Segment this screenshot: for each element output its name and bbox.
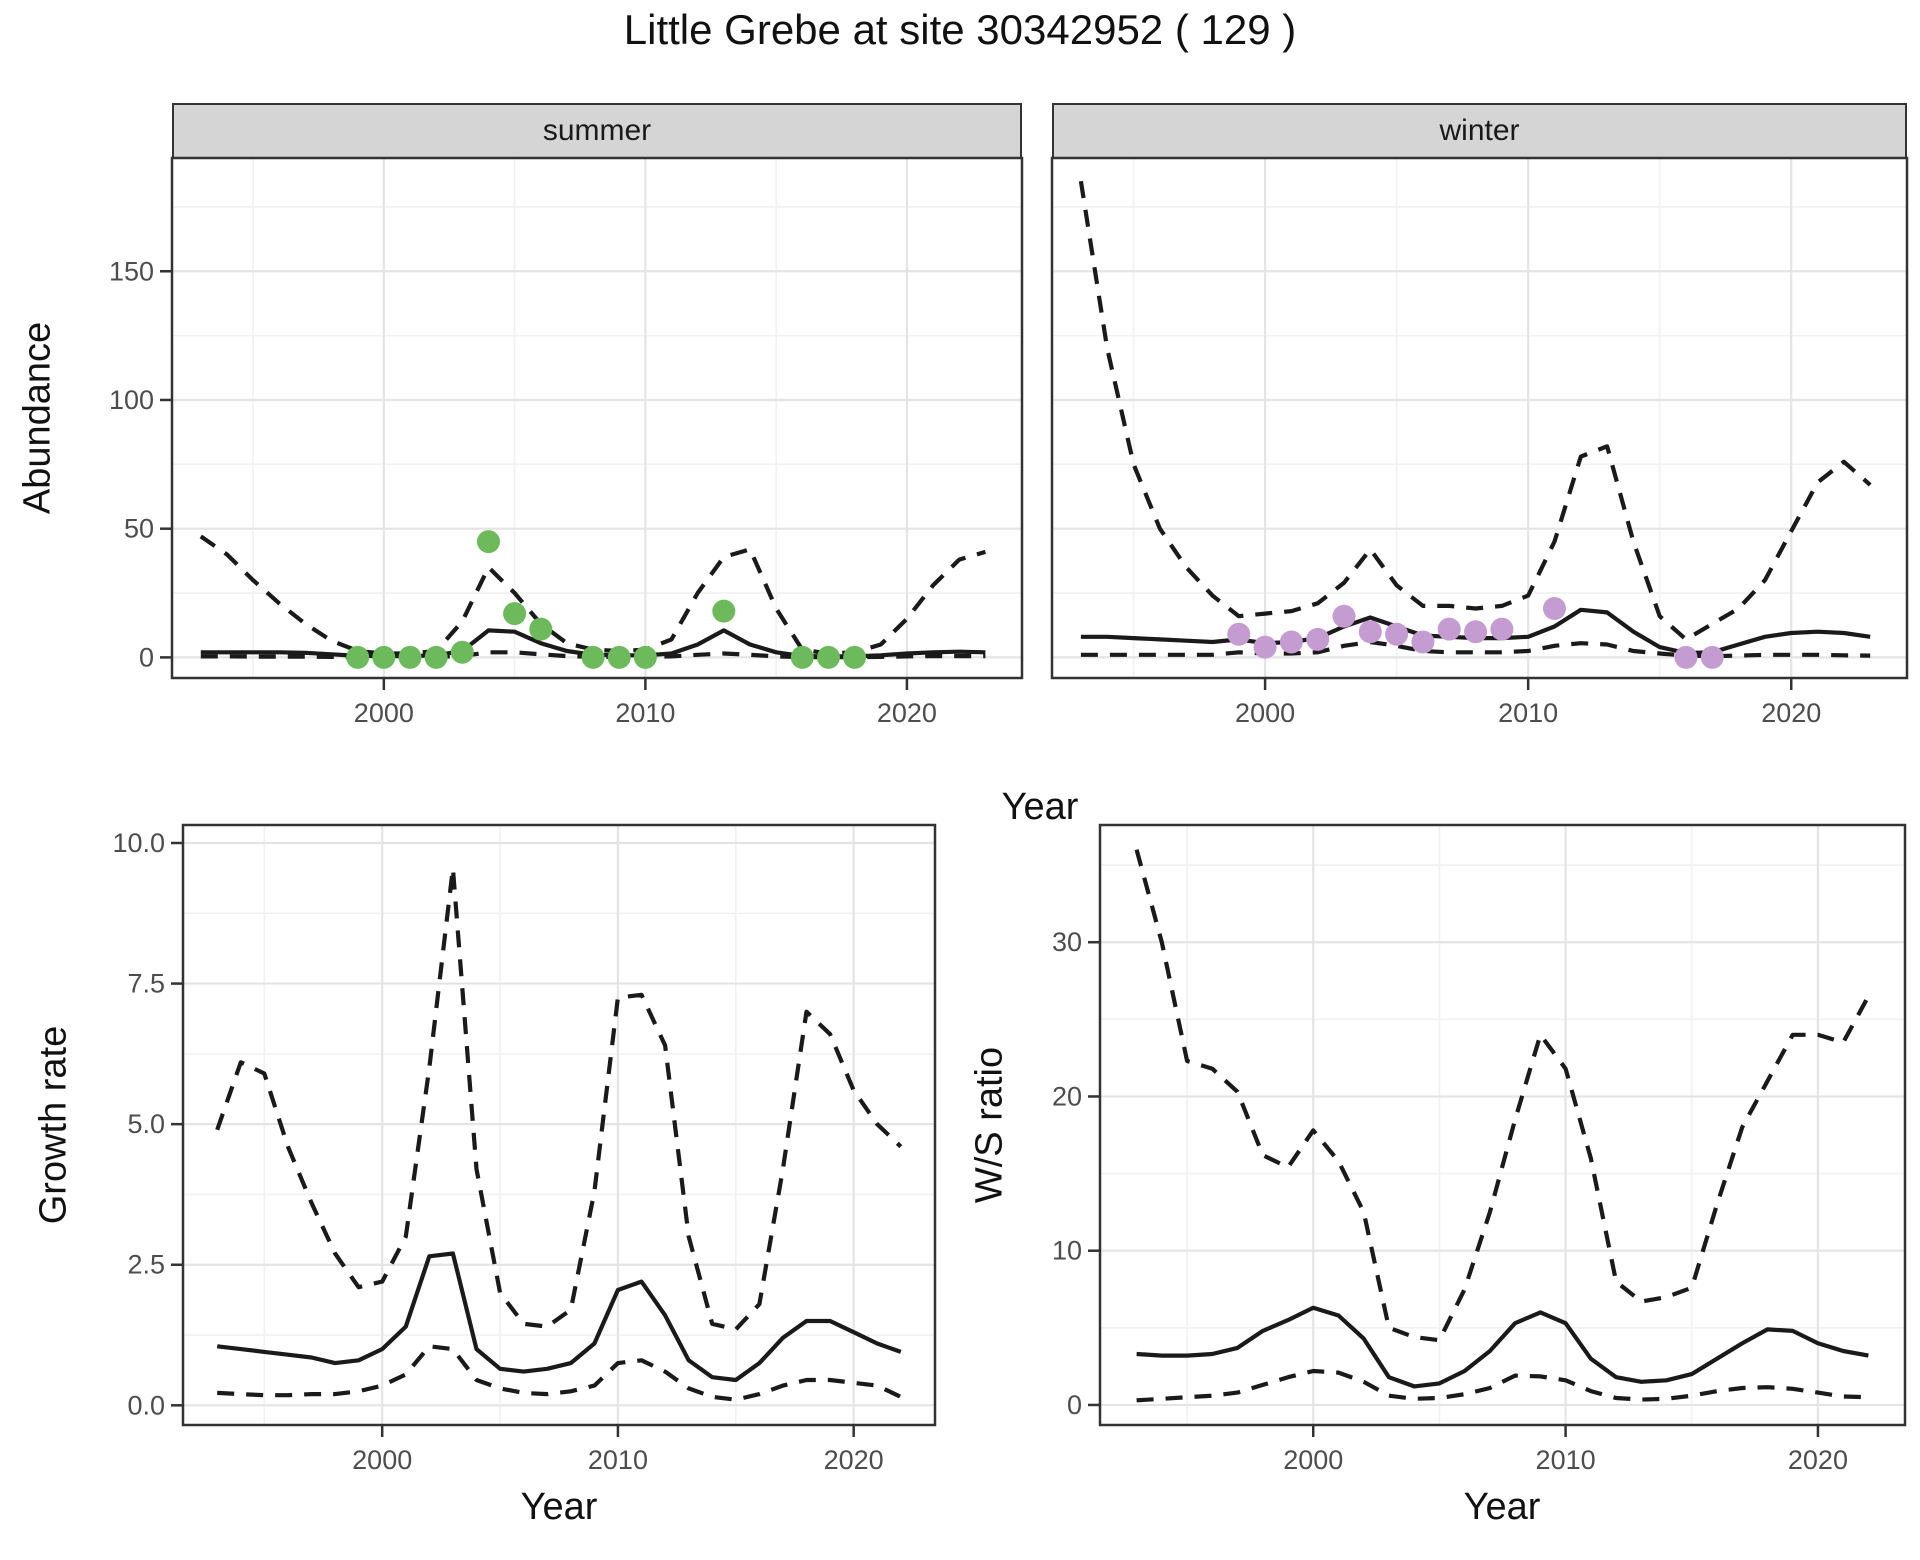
data-point bbox=[1437, 617, 1461, 641]
x-tick-label: 2010 bbox=[1498, 698, 1558, 728]
data-point bbox=[1279, 630, 1303, 654]
top-year-axis-label: Year bbox=[1001, 786, 1079, 828]
data-point bbox=[1332, 604, 1356, 628]
facet-strip-summer: summer bbox=[172, 103, 1022, 159]
x-tick-label: 2010 bbox=[615, 698, 675, 728]
abundance-axis-label: Abundance bbox=[16, 321, 59, 515]
y-tick-label: 10 bbox=[1052, 1236, 1082, 1266]
data-point bbox=[1700, 645, 1724, 669]
facet-strip-winter-label: winter bbox=[1439, 114, 1520, 147]
data-point bbox=[712, 599, 736, 623]
y-tick-label: 0 bbox=[139, 642, 154, 672]
x-tick-label: 2010 bbox=[1536, 1445, 1596, 1475]
series-lower_95ci bbox=[1080, 639, 1871, 659]
ws-year-axis-label: Year bbox=[1463, 1486, 1541, 1528]
series-median bbox=[1136, 1305, 1869, 1389]
series-upper_95ci bbox=[1134, 849, 1871, 1343]
panel-background bbox=[1100, 825, 1905, 1425]
panel-border bbox=[1098, 823, 1907, 1427]
data-point bbox=[1543, 597, 1566, 620]
series-upper_95ci bbox=[1078, 180, 1872, 642]
panel-border bbox=[1050, 156, 1909, 680]
data-point bbox=[450, 640, 474, 664]
panel-background bbox=[172, 158, 1022, 678]
y-tick-label: 30 bbox=[1052, 927, 1082, 957]
data-point bbox=[1227, 622, 1251, 646]
data-point bbox=[477, 530, 500, 554]
x-tick-label: 2020 bbox=[1788, 1445, 1848, 1475]
data-point bbox=[817, 645, 840, 669]
data-point bbox=[346, 645, 370, 669]
data-point bbox=[372, 645, 396, 669]
panel-abundance-winter: 2000 2010 2020 bbox=[1050, 156, 1909, 728]
data-point bbox=[424, 645, 448, 669]
data-point bbox=[529, 617, 553, 641]
data-point bbox=[1411, 630, 1435, 654]
y-tick-label: 10.0 bbox=[112, 828, 165, 858]
series-median bbox=[216, 1251, 902, 1383]
series-upper_95ci bbox=[215, 866, 903, 1332]
y-tick-label: 150 bbox=[109, 256, 154, 286]
y-tick-label: 5.0 bbox=[127, 1109, 165, 1139]
series-lower_95ci bbox=[1136, 1368, 1869, 1403]
y-tick-label: 2.5 bbox=[127, 1250, 165, 1280]
y-tick-label: 20 bbox=[1052, 1081, 1082, 1111]
y-tick-label: 0.0 bbox=[127, 1390, 165, 1420]
y-tick-label: 7.5 bbox=[127, 969, 165, 999]
growth-year-axis-label: Year bbox=[520, 1486, 598, 1528]
x-tick-label: 2000 bbox=[1283, 1445, 1343, 1475]
panel-growth-rate: 2000 2010 2020 0.0 2.5 5.0 7.5 10.0 bbox=[112, 823, 937, 1475]
y-tick-label: 0 bbox=[1067, 1390, 1082, 1420]
x-tick-label: 2020 bbox=[1761, 698, 1821, 728]
data-point bbox=[1358, 620, 1382, 644]
data-point bbox=[843, 645, 867, 669]
data-point bbox=[1490, 617, 1514, 641]
data-point bbox=[581, 645, 605, 669]
plot-title: Little Grebe at site 30342952 ( 129 ) bbox=[623, 6, 1297, 53]
data-point bbox=[633, 645, 657, 669]
data-point bbox=[790, 645, 814, 669]
x-tick-label: 2000 bbox=[354, 698, 414, 728]
x-tick-label: 2020 bbox=[877, 698, 937, 728]
panel-ws-ratio: 2000 2010 2020 0 10 20 30 bbox=[1052, 823, 1907, 1475]
data-point bbox=[607, 645, 631, 669]
facet-strip-summer-label: summer bbox=[542, 114, 652, 147]
x-tick-label: 2000 bbox=[1235, 698, 1295, 728]
x-tick-label: 2020 bbox=[824, 1445, 884, 1475]
data-point bbox=[398, 645, 422, 669]
y-tick-label: 50 bbox=[124, 514, 154, 544]
data-point bbox=[1464, 620, 1488, 644]
panel-border bbox=[170, 156, 1024, 680]
x-tick-label: 2010 bbox=[588, 1445, 648, 1475]
data-point bbox=[503, 602, 527, 626]
data-point bbox=[1385, 622, 1409, 646]
x-tick-label: 2000 bbox=[352, 1445, 412, 1475]
y-tick-label: 100 bbox=[109, 385, 154, 415]
series-lower_95ci bbox=[217, 1344, 902, 1402]
panel-background bbox=[1052, 158, 1907, 678]
panel-abundance-summer: 2000 2010 2020 0 50 100 150 bbox=[109, 156, 1024, 728]
data-point bbox=[1674, 645, 1698, 669]
data-point bbox=[1253, 635, 1277, 659]
data-point bbox=[1306, 627, 1330, 651]
